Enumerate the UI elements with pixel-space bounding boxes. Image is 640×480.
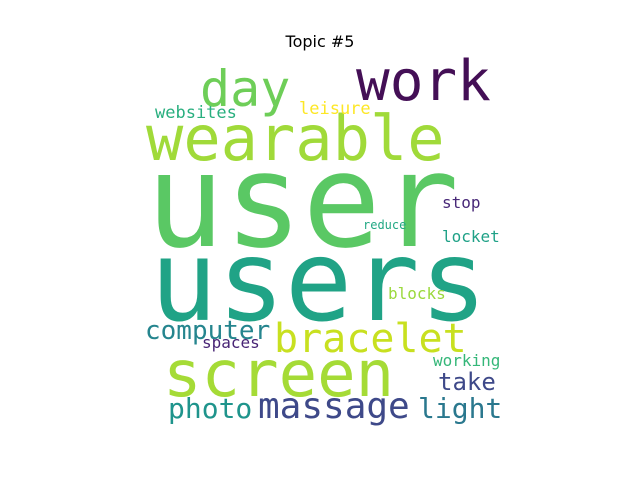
word-screen: screen — [163, 338, 394, 412]
word-day: day — [200, 60, 290, 118]
word-work: work — [356, 49, 491, 114]
word-light: light — [418, 392, 502, 425]
word-leisure: leisure — [299, 99, 371, 119]
word-users: users — [150, 217, 487, 347]
word-locket: locket — [442, 227, 500, 246]
chart-title: Topic #5 — [285, 32, 355, 51]
word-blocks: blocks — [388, 284, 446, 303]
word-computer: computer — [145, 316, 270, 346]
word-bracelet: bracelet — [274, 316, 467, 362]
word-wearable: wearable — [146, 102, 445, 175]
word-working: working — [433, 351, 500, 370]
word-photo: photo — [168, 392, 252, 425]
word-user: user — [146, 125, 459, 277]
word-reduce: reduce — [363, 218, 406, 232]
word-take: take — [438, 368, 496, 396]
word-spaces: spaces — [202, 333, 260, 352]
word-stop: stop — [442, 193, 481, 212]
word-websites: websites — [155, 103, 237, 123]
word-massage: massage — [258, 386, 410, 427]
